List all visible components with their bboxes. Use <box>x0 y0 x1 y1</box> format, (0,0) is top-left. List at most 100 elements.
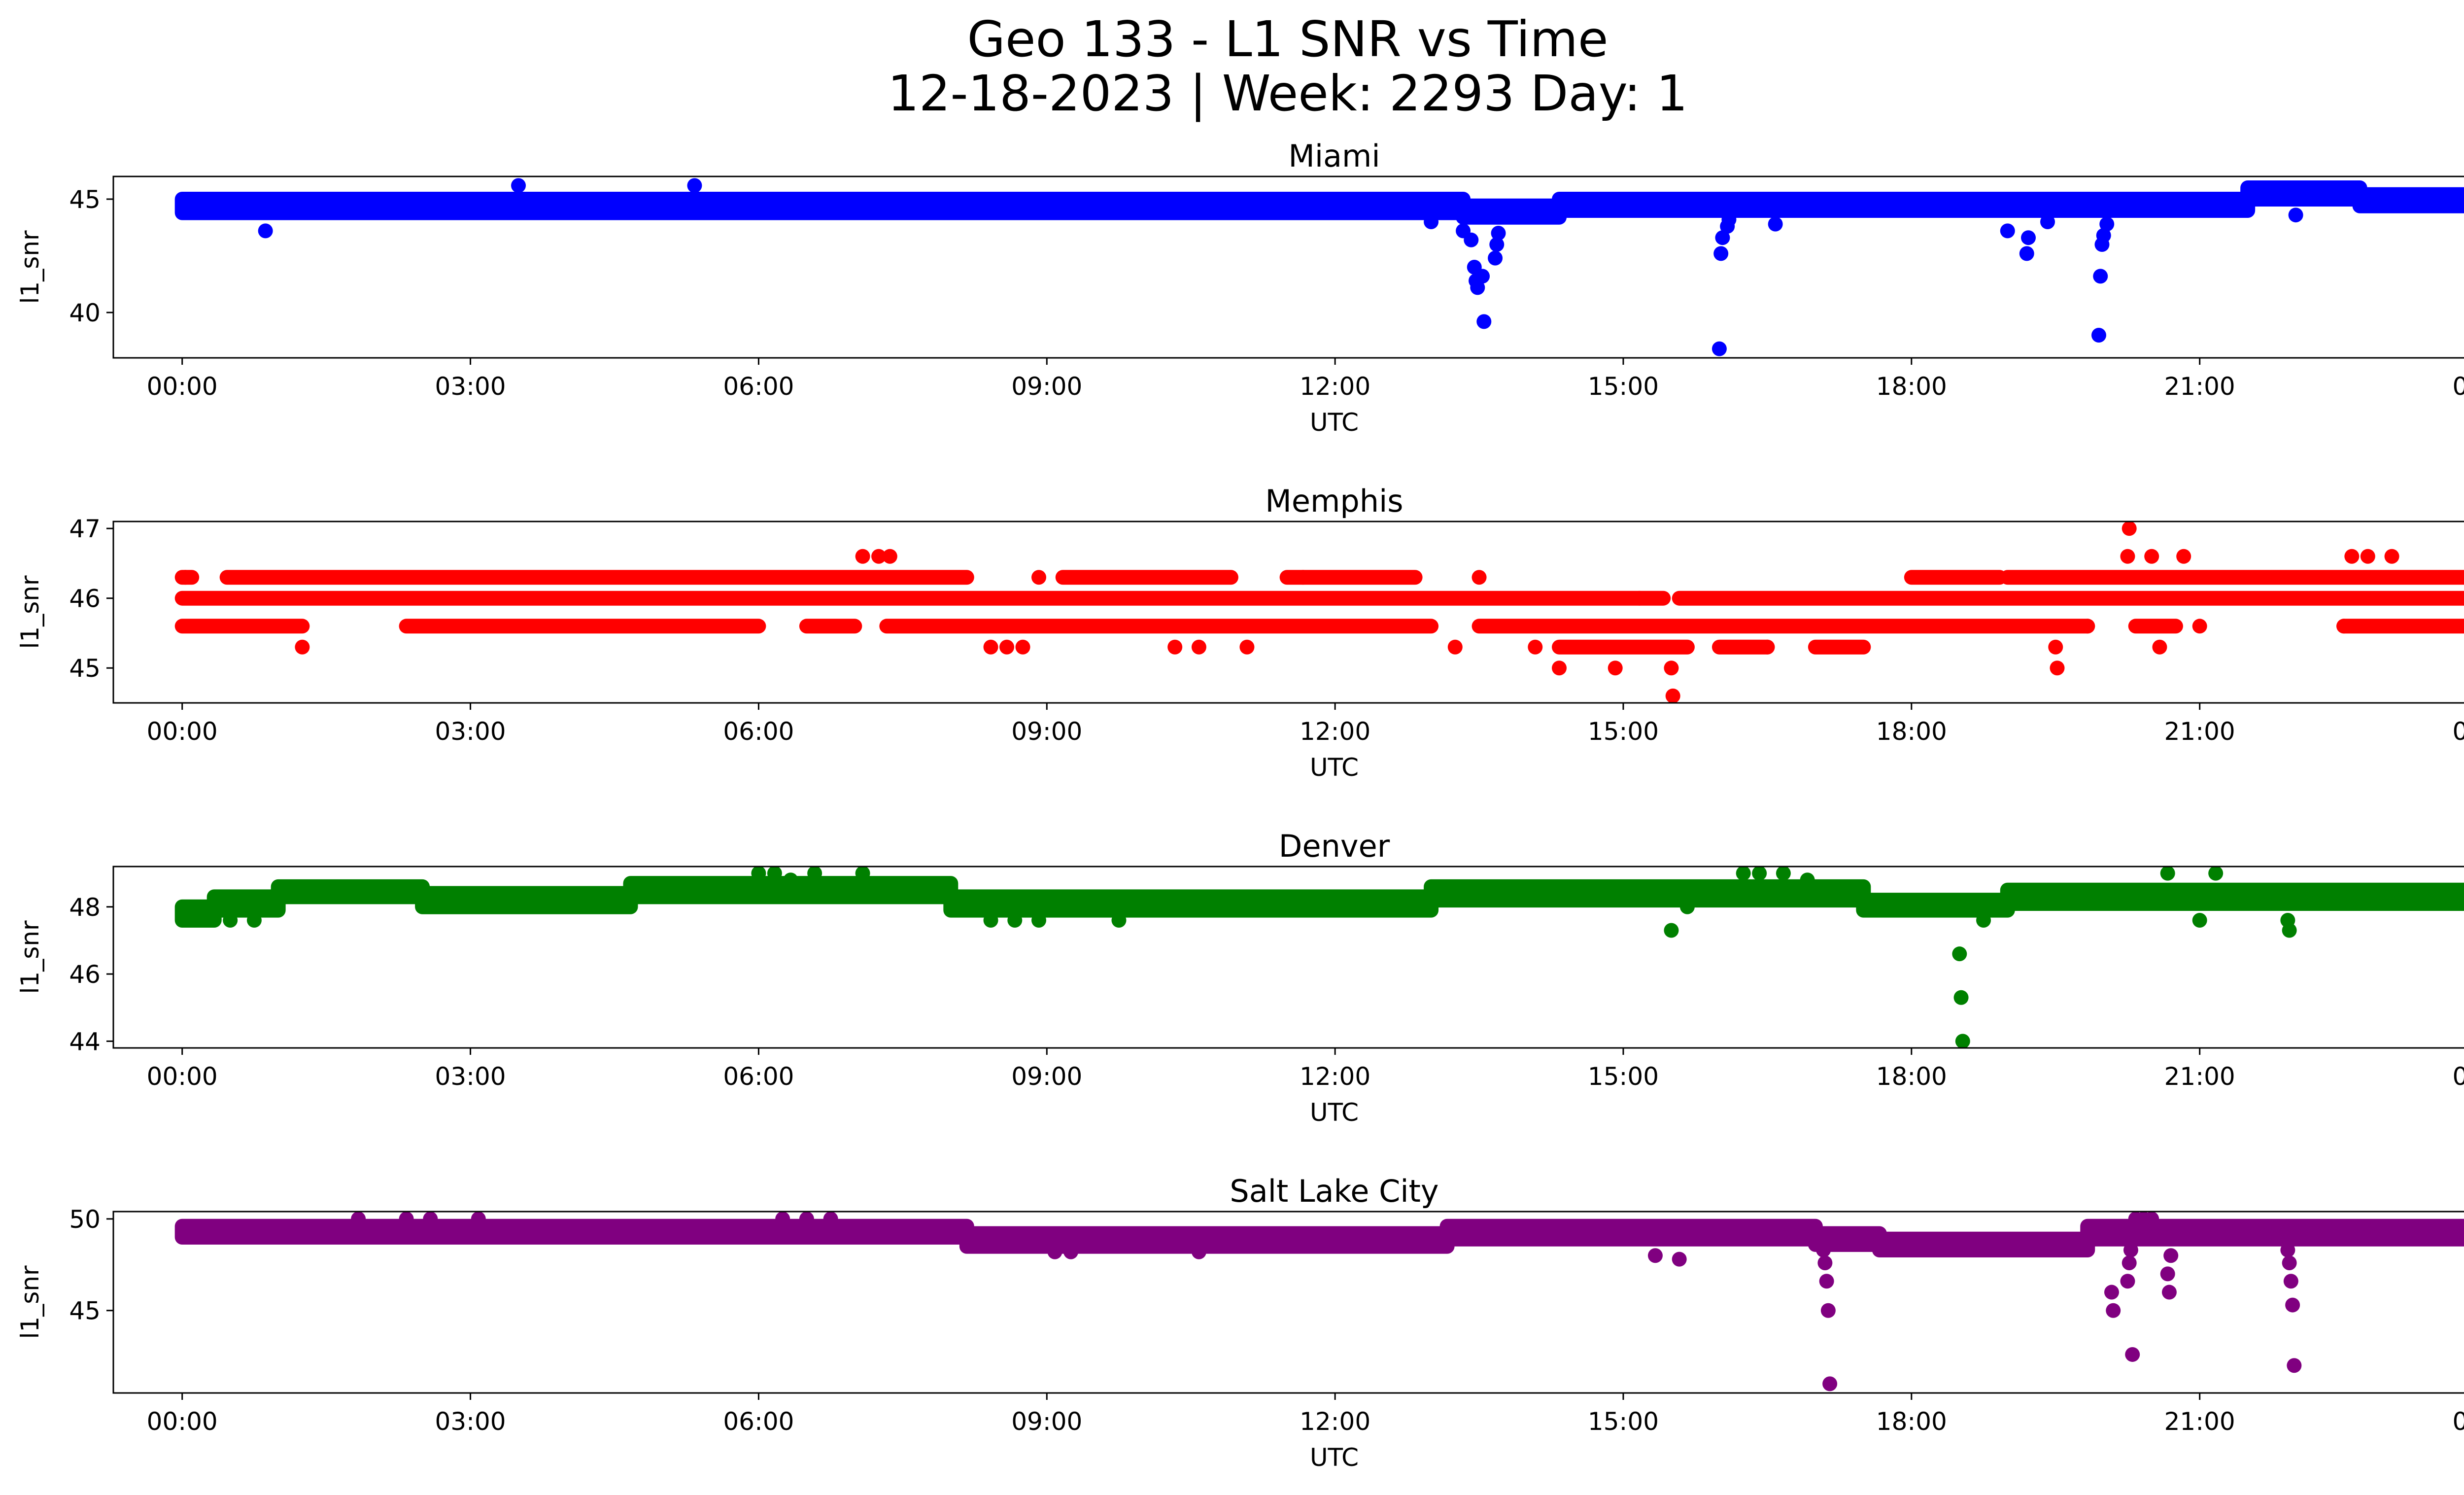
x-tick-label: 03:00 <box>435 717 506 746</box>
data-point <box>2091 328 2106 343</box>
y-tick-label: 50 <box>69 1205 101 1234</box>
data-point <box>1713 246 1729 261</box>
data-point <box>2384 549 2399 564</box>
data-point <box>855 867 870 881</box>
data-point <box>2080 619 2095 634</box>
data-point <box>2120 1274 2135 1289</box>
data-point <box>2040 214 2055 229</box>
data-band <box>623 876 958 904</box>
x-tick-label: 15:00 <box>1588 1062 1659 1091</box>
data-point <box>2283 1274 2298 1289</box>
data-level-segment <box>1279 570 1423 585</box>
data-level-segment <box>799 619 862 634</box>
axes-frame <box>112 175 2464 359</box>
x-tick-label: 00:00 <box>147 717 218 746</box>
data-point <box>1552 661 1567 676</box>
data-level-segment <box>1552 639 1695 655</box>
subplot-denver: Denver 00:00 03:00 06:00 09:00 12:00 15:00 18:0… <box>16 828 2464 1127</box>
data-point <box>1647 1248 1663 1263</box>
data-point <box>2104 1285 2119 1300</box>
data-point <box>1955 1034 1970 1048</box>
data-point <box>1472 570 1487 585</box>
data-level-segment <box>2000 570 2464 585</box>
data-point <box>1721 212 1737 227</box>
data-point <box>258 223 273 239</box>
data-level-segment <box>2336 619 2464 634</box>
x-tick-label: 12:00 <box>1300 372 1370 401</box>
x-tick-label: 00:00 <box>2452 372 2464 401</box>
x-tick-label: 09:00 <box>1011 372 1082 401</box>
data-point <box>351 1212 366 1226</box>
y-tick-label: 46 <box>69 960 101 989</box>
data-point <box>2144 1212 2159 1226</box>
data-point <box>1664 661 1679 676</box>
data-point <box>1470 280 1485 295</box>
x-tick-label: 12:00 <box>1300 717 1370 746</box>
data-point <box>2048 639 2063 655</box>
data-point <box>687 178 702 193</box>
data-point <box>2122 522 2137 536</box>
data-band <box>943 889 1439 918</box>
data-point <box>1476 314 1492 329</box>
data-point <box>1736 867 1751 881</box>
data-point <box>2161 1285 2177 1300</box>
y-axis-label: l1_snr <box>16 1265 44 1339</box>
data-point <box>1464 232 1479 247</box>
data-point <box>2282 923 2297 938</box>
data-level-segment <box>399 619 766 634</box>
data-point <box>1752 867 1767 881</box>
data-point <box>399 1212 414 1226</box>
data-point <box>983 913 998 928</box>
data-point <box>2360 549 2375 564</box>
data-point <box>2120 549 2135 564</box>
data-point <box>1715 230 1730 245</box>
data-point <box>2125 1347 2140 1362</box>
data-band <box>1872 1231 2095 1258</box>
data-level-segment <box>219 570 974 585</box>
x-tick-label: 12:00 <box>1300 1062 1370 1091</box>
data-band <box>174 192 1471 220</box>
axes-frame <box>112 521 2464 704</box>
data-point <box>2192 913 2207 928</box>
data-point <box>1952 946 1967 962</box>
data-point <box>1953 990 1969 1005</box>
x-tick-label: 00:00 <box>147 372 218 401</box>
data-point <box>871 549 887 564</box>
data-point <box>2099 216 2115 232</box>
data-point <box>1608 661 1623 676</box>
data-point <box>2000 223 2015 239</box>
data-level-segment <box>2128 619 2183 634</box>
x-tick-label: 18:00 <box>1876 1407 1947 1436</box>
data-point <box>1191 639 1206 655</box>
data-point <box>1475 269 1490 284</box>
x-axis-label: UTC <box>1310 1098 1359 1127</box>
data-point <box>471 1212 486 1226</box>
x-tick-label: 06:00 <box>723 1062 794 1091</box>
data-point <box>1665 688 1680 703</box>
axes-frame <box>112 1211 2464 1394</box>
data-point <box>855 549 870 564</box>
data-point <box>775 1212 790 1226</box>
data-point <box>1239 639 1255 655</box>
scatter-series <box>174 867 2464 1048</box>
data-band <box>2352 187 2464 213</box>
data-point <box>2160 1266 2175 1282</box>
x-tick-label: 03:00 <box>435 1062 506 1091</box>
data-point <box>1424 214 1439 229</box>
x-tick-label: 15:00 <box>1588 1407 1659 1436</box>
data-point <box>1007 913 1023 928</box>
data-point <box>1047 1244 1062 1259</box>
data-level-segment <box>174 591 1671 606</box>
data-point <box>823 1212 838 1226</box>
data-point <box>423 1212 438 1226</box>
x-tick-label: 00:00 <box>147 1407 218 1436</box>
x-tick-label: 18:00 <box>1876 717 1947 746</box>
x-tick-label: 03:00 <box>435 372 506 401</box>
data-point <box>2093 269 2108 284</box>
x-axis-label: UTC <box>1310 753 1359 782</box>
data-point <box>295 639 310 655</box>
data-point <box>1776 867 1791 881</box>
x-tick-label: 06:00 <box>723 1407 794 1436</box>
